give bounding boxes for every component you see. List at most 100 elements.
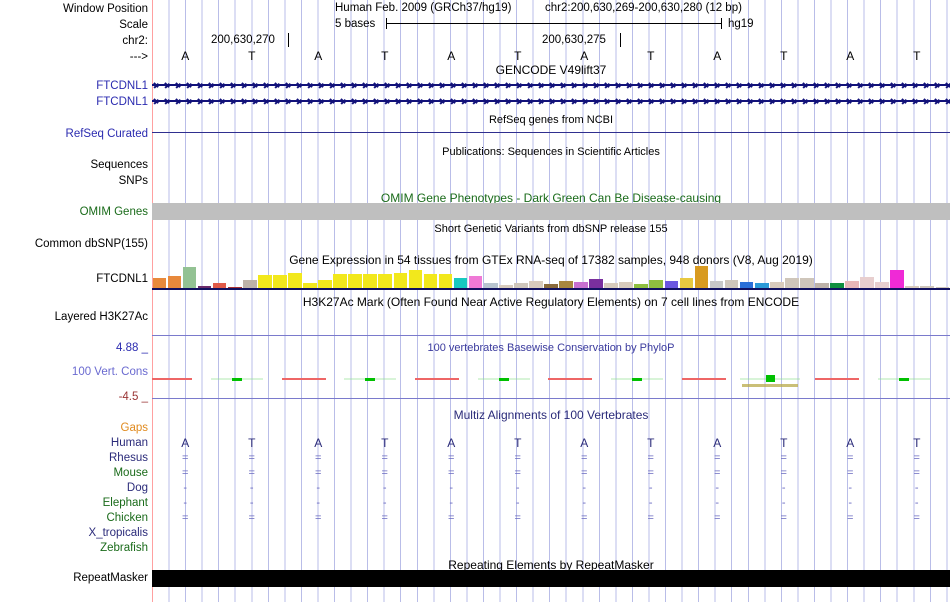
label-gtex[interactable]: FTCDNL1 <box>96 273 148 285</box>
conservation-mark-negative[interactable] <box>415 378 459 380</box>
gtex-tissue-bar[interactable] <box>453 278 468 289</box>
gtex-tissue-bar[interactable] <box>845 281 859 289</box>
conservation-mark-block[interactable] <box>766 375 775 382</box>
title-omim[interactable]: OMIM Gene Phenotypes - Dark Green Can Be… <box>380 191 722 205</box>
gtex-tissue-bar[interactable] <box>739 282 754 289</box>
gtex-tissue-bar[interactable] <box>273 275 287 289</box>
gtex-tissue-bar[interactable] <box>860 277 874 289</box>
conservation-mark-positive[interactable] <box>365 378 375 381</box>
gtex-tissue-bar[interactable] <box>920 286 935 289</box>
label-species-x-tropicalis[interactable]: X_tropicalis <box>88 527 148 539</box>
gencode-transcript-1[interactable] <box>152 80 950 90</box>
conservation-mark-negative[interactable] <box>548 378 592 380</box>
gtex-tissue-bar[interactable] <box>830 283 844 289</box>
conservation-mark-negative[interactable] <box>282 378 326 380</box>
conservation-mark-negative[interactable] <box>152 378 192 380</box>
gtex-tissue-bar[interactable] <box>468 276 483 289</box>
gtex-tissue-bar[interactable] <box>589 279 603 289</box>
gtex-tissue-bar[interactable] <box>348 274 362 289</box>
label-h3k27ac[interactable]: Layered H3K27Ac <box>54 311 148 323</box>
gtex-tissue-bar[interactable] <box>167 276 182 289</box>
label-refseq-curated[interactable]: RefSeq Curated <box>65 128 148 140</box>
gencode-transcript-2[interactable] <box>152 96 950 106</box>
label-species-human[interactable]: Human <box>110 437 148 449</box>
gtex-tissue-bar[interactable] <box>378 274 393 289</box>
refseq-feature-line[interactable] <box>152 132 950 133</box>
multiz-row-x-tropicalis[interactable] <box>152 527 950 542</box>
conservation-mark-positive[interactable] <box>899 378 909 381</box>
label-species-rhesus[interactable]: Rhesus <box>109 452 148 464</box>
gtex-tissue-bar[interactable] <box>875 282 889 289</box>
gtex-tissue-bar[interactable] <box>754 283 769 289</box>
gtex-tissue-bar[interactable] <box>333 274 347 289</box>
title-refseq[interactable]: RefSeq genes from NCBI <box>488 114 614 126</box>
gtex-tissue-bar[interactable] <box>649 280 664 289</box>
conservation-marks[interactable] <box>152 370 950 390</box>
gtex-tissue-bar[interactable] <box>604 283 618 289</box>
label-gencode-row-2[interactable]: FTCDNL1 <box>96 96 148 108</box>
conservation-mark-negative[interactable] <box>815 378 859 380</box>
multiz-row-chicken[interactable]: = = = = = = = = = = = = <box>152 512 950 527</box>
conservation-mark-negative[interactable] <box>682 378 726 380</box>
multiz-row-dog[interactable]: ------------ <box>152 482 950 497</box>
label-species-zebrafish[interactable]: Zebrafish <box>100 542 148 554</box>
label-species-dog[interactable]: Dog <box>126 482 148 494</box>
gtex-tissue-bar[interactable] <box>212 283 227 289</box>
label-scale[interactable]: Scale <box>119 19 148 31</box>
title-h3k27ac[interactable]: H3K27Ac Mark (Often Found Near Active Re… <box>302 295 800 309</box>
gtex-tissue-bar[interactable] <box>257 275 272 289</box>
track-data-column[interactable]: Human Feb. 2009 (GRCh37/hg19) chr2:200,6… <box>152 0 950 602</box>
multiz-row-mouse[interactable]: = = = = = = = = = = = = <box>152 467 950 482</box>
label-species-elephant[interactable]: Elephant <box>102 497 148 509</box>
title-multiz[interactable]: Multiz Alignments of 100 Vertebrates <box>453 408 649 422</box>
multiz-row-zebrafish[interactable] <box>152 542 950 557</box>
conservation-mark-positive[interactable] <box>232 378 242 381</box>
label-species-mouse[interactable]: Mouse <box>113 467 148 479</box>
omim-gene-bar[interactable] <box>152 203 950 220</box>
gtex-tissue-bar[interactable] <box>303 283 317 289</box>
gtex-tissue-bar[interactable] <box>544 284 558 289</box>
title-gtex[interactable]: Gene Expression in 54 tissues from GTEx … <box>289 253 813 267</box>
title-phylop[interactable]: 100 vertebrates Basewise Conservation by… <box>427 342 675 354</box>
label-species-chicken[interactable]: Chicken <box>106 512 148 524</box>
label-chrom[interactable]: chr2: <box>122 35 148 47</box>
label-gencode-row-1[interactable]: FTCDNL1 <box>96 80 148 92</box>
gtex-tissue-bar[interactable] <box>815 283 829 289</box>
gtex-tissue-bar[interactable] <box>769 282 784 289</box>
label-repeatmasker[interactable]: RepeatMasker <box>73 572 148 584</box>
label-cons-name[interactable]: 100 Vert. Cons <box>71 366 148 378</box>
gtex-tissue-bar[interactable] <box>152 278 167 289</box>
gtex-tissue-bar[interactable] <box>724 280 739 289</box>
gtex-tissue-bar[interactable] <box>709 281 724 289</box>
title-publications[interactable]: Publications: Sequences in Scientific Ar… <box>442 146 660 158</box>
gtex-tissue-bar[interactable] <box>242 280 257 289</box>
repeatmasker-bar[interactable] <box>152 570 950 587</box>
gtex-tissue-bar[interactable] <box>574 282 588 289</box>
gtex-tissue-bar[interactable] <box>318 280 332 289</box>
gtex-tissue-bar[interactable] <box>559 281 573 289</box>
gtex-tissue-bar[interactable] <box>800 278 814 289</box>
gtex-tissue-bar[interactable] <box>423 274 438 289</box>
gtex-tissue-bar[interactable] <box>905 286 920 289</box>
label-snps[interactable]: SNPs <box>118 175 148 187</box>
gtex-tissue-bar[interactable] <box>619 282 633 289</box>
label-publications-sequences[interactable]: Sequences <box>90 159 148 171</box>
multiz-row-elephant[interactable]: ------------ <box>152 497 950 512</box>
label-omim-genes[interactable]: OMIM Genes <box>79 206 148 218</box>
gtex-tissue-bar[interactable] <box>634 284 649 289</box>
title-gencode[interactable]: GENCODE V49lift37 <box>495 63 607 77</box>
label-common-dbsnp[interactable]: Common dbSNP(155) <box>34 238 148 250</box>
multiz-row-rhesus[interactable]: = = = = = = = = = = = = <box>152 452 950 467</box>
gtex-tissue-bar[interactable] <box>288 273 302 289</box>
gtex-tissue-bar[interactable] <box>784 278 799 289</box>
gtex-tissue-bar[interactable] <box>679 278 694 289</box>
gtex-tissue-bar[interactable] <box>513 283 528 289</box>
label-window-position[interactable]: Window Position <box>62 3 148 15</box>
gtex-tissue-bar[interactable] <box>393 273 408 289</box>
gtex-tissue-bar[interactable] <box>664 281 679 289</box>
gtex-tissue-bar[interactable] <box>890 270 905 289</box>
title-repeatmasker[interactable]: Repeating Elements by RepeatMasker <box>448 558 654 572</box>
